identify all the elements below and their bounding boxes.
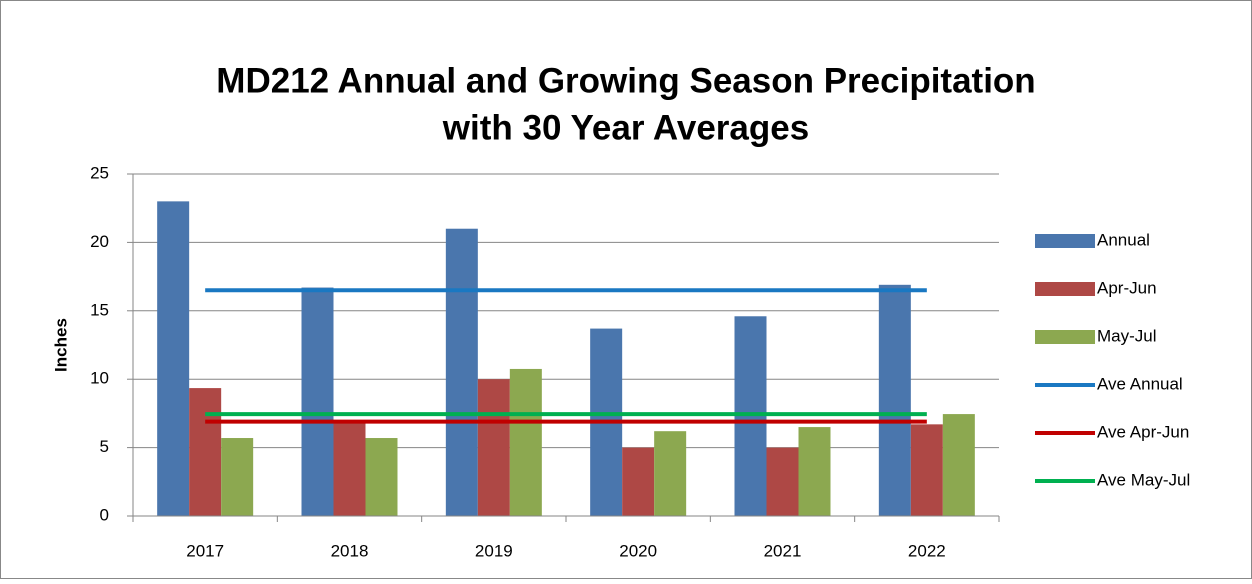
chart-title: with 30 Year Averages [442, 108, 809, 147]
y-tick-label: 5 [100, 437, 109, 456]
bar [942, 414, 975, 516]
legend-label: Ave May-Jul [1097, 470, 1190, 489]
x-tick-label: 2017 [186, 541, 224, 560]
x-tick-label: 2022 [908, 541, 946, 560]
y-tick-label: 0 [100, 505, 109, 524]
legend-label: Apr-Jun [1097, 278, 1157, 297]
y-tick-label: 10 [90, 369, 109, 388]
x-tick-label: 2019 [475, 541, 513, 560]
bar [766, 447, 799, 516]
legend-label: Ave Apr-Jun [1097, 422, 1189, 441]
y-axis-label: Inches [51, 318, 70, 372]
bar [798, 427, 831, 516]
y-tick-label: 25 [90, 163, 109, 182]
bar [365, 438, 398, 516]
bar [509, 368, 542, 516]
legend-label: May-Jul [1097, 326, 1157, 345]
x-tick-label: 2021 [764, 541, 802, 560]
bar [445, 228, 478, 516]
bar [189, 388, 222, 516]
legend-swatch [1035, 282, 1095, 296]
legend-label: Ave Annual [1097, 374, 1183, 393]
legend-swatch [1035, 234, 1095, 248]
legend-label: Annual [1097, 230, 1150, 249]
y-tick-label: 15 [90, 300, 109, 319]
bar [910, 424, 943, 516]
x-tick-label: 2018 [331, 541, 369, 560]
bar [878, 284, 911, 516]
chart-title: MD212 Annual and Growing Season Precipit… [216, 61, 1035, 100]
bar [654, 431, 687, 516]
bar [301, 287, 334, 516]
bar [477, 379, 510, 516]
x-tick-label: 2020 [619, 541, 657, 560]
legend-swatch [1035, 330, 1095, 344]
bar [734, 316, 767, 516]
y-tick-label: 20 [90, 232, 109, 251]
bar [333, 420, 366, 516]
bar [622, 447, 655, 516]
bar [157, 201, 190, 517]
bar [221, 438, 254, 516]
